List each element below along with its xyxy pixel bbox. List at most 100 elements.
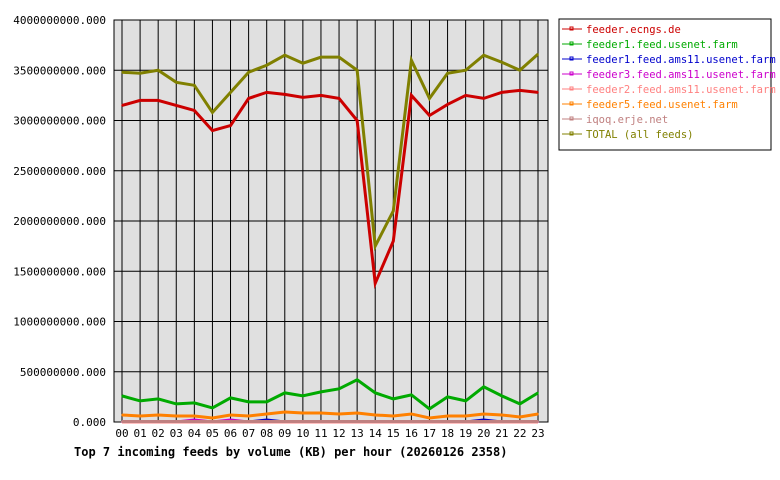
- data-point: [139, 400, 141, 402]
- x-tick-label: 00: [115, 427, 128, 440]
- legend-label: feeder.ecngs.de: [586, 24, 681, 36]
- data-point: [392, 210, 395, 212]
- data-point: [446, 420, 449, 423]
- x-tick-label: 01: [133, 427, 146, 440]
- data-point: [139, 72, 141, 75]
- y-tick-label: 2000000000.000: [13, 215, 106, 228]
- data-point: [501, 414, 503, 416]
- data-point: [121, 420, 123, 423]
- x-tick-label: 05: [206, 427, 219, 440]
- legend-marker: [569, 71, 574, 76]
- data-point: [446, 103, 449, 106]
- y-tick-label: 3500000000.000: [13, 64, 106, 77]
- data-point: [464, 420, 467, 423]
- legend-marker: [569, 41, 574, 46]
- legend-marker: [569, 116, 574, 121]
- data-point: [193, 420, 196, 423]
- data-point: [410, 94, 413, 97]
- x-tick-label: 16: [405, 427, 418, 440]
- series-5: [121, 410, 539, 420]
- x-tick-label: 13: [351, 427, 364, 440]
- data-point: [338, 56, 340, 58]
- x-tick-label: 14: [369, 427, 383, 440]
- y-tick-label: 1000000000.000: [13, 316, 106, 329]
- data-point: [229, 124, 232, 127]
- data-point: [302, 412, 304, 414]
- data-point: [121, 414, 123, 416]
- data-point: [121, 104, 123, 107]
- x-tick-label: 22: [513, 427, 526, 440]
- data-point: [139, 420, 141, 423]
- data-point: [229, 420, 232, 423]
- data-point: [283, 411, 286, 413]
- data-point: [320, 391, 322, 393]
- data-point: [374, 282, 377, 285]
- data-point: [537, 420, 539, 423]
- data-point: [482, 54, 485, 56]
- data-point: [175, 420, 178, 423]
- x-tick-label: 08: [260, 427, 273, 440]
- series-line: [121, 410, 539, 420]
- data-point: [265, 91, 268, 94]
- x-tick-label: 07: [242, 427, 255, 440]
- legend-label: feeder1.feed.ams11.usenet.farm: [586, 54, 776, 66]
- data-point: [356, 412, 358, 414]
- legend-marker: [569, 26, 574, 31]
- data-point: [501, 395, 503, 397]
- data-point: [464, 94, 467, 97]
- legend-marker: [569, 131, 574, 136]
- x-tick-label: 15: [387, 427, 400, 440]
- data-point: [537, 53, 539, 55]
- data-point: [464, 69, 467, 72]
- data-point: [320, 420, 322, 423]
- data-point: [229, 397, 232, 399]
- legend-label: feeder2.feed.ams11.usenet.farm: [586, 84, 776, 96]
- series-line: [121, 378, 539, 411]
- data-point: [338, 413, 340, 415]
- data-point: [320, 94, 322, 97]
- series-6: [121, 419, 539, 423]
- data-point: [428, 114, 431, 117]
- chart-title: Top 7 incoming feeds by volume (KB) per …: [74, 445, 507, 459]
- y-tick-label: 500000000.000: [20, 366, 106, 379]
- legend-label: iqoq.erje.net: [586, 114, 668, 126]
- data-point: [392, 420, 395, 423]
- data-point: [519, 420, 521, 423]
- data-point: [356, 119, 358, 122]
- x-tick-label: 17: [423, 427, 436, 440]
- x-tick-label: 12: [332, 427, 345, 440]
- x-tick-label: 20: [477, 427, 490, 440]
- data-point: [157, 69, 159, 72]
- data-point: [157, 99, 159, 102]
- data-point: [247, 71, 250, 74]
- legend-label: feeder3.feed.ams11.usenet.farm: [586, 69, 776, 81]
- x-tick-label: 10: [296, 427, 309, 440]
- x-tick-label: 23: [531, 427, 544, 440]
- data-point: [139, 99, 141, 102]
- x-tick-label: 19: [459, 427, 472, 440]
- data-point: [428, 420, 431, 423]
- data-point: [519, 89, 521, 92]
- data-point: [374, 245, 377, 247]
- x-tick-label: 02: [152, 427, 165, 440]
- data-point: [446, 72, 449, 75]
- legend-label: feeder5.feed.usenet.farm: [586, 99, 738, 111]
- data-point: [501, 61, 503, 64]
- data-point: [537, 91, 539, 94]
- data-point: [175, 104, 178, 107]
- data-point: [302, 96, 304, 99]
- data-point: [338, 388, 340, 390]
- series-line: [121, 53, 539, 252]
- data-point: [157, 414, 159, 416]
- data-point: [410, 59, 413, 61]
- data-point: [229, 91, 232, 94]
- data-point: [211, 417, 214, 419]
- data-point: [265, 413, 268, 415]
- data-point: [410, 413, 413, 415]
- x-tick-label: 21: [495, 427, 508, 440]
- data-point: [283, 420, 286, 423]
- data-point: [283, 54, 286, 56]
- data-point: [193, 415, 196, 417]
- data-point: [175, 403, 178, 405]
- data-point: [374, 392, 377, 394]
